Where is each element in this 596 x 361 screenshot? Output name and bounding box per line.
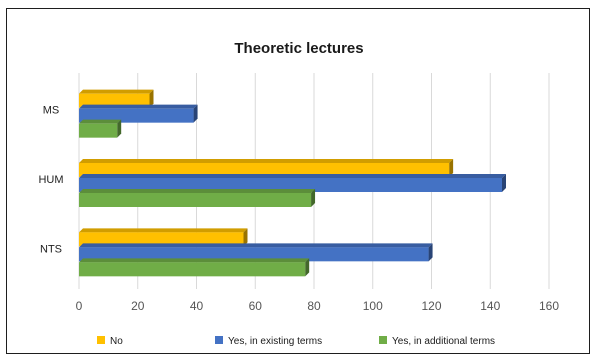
bar-nts-2 [79, 258, 310, 277]
bar-top-face [79, 258, 310, 263]
bar-side-face [502, 174, 506, 192]
bar-ms-1 [79, 104, 198, 123]
bar-side-face [449, 159, 454, 177]
legend-item-2: Yes, in additional terms [379, 336, 495, 347]
bar-side-face [149, 89, 154, 108]
bar-front-face [79, 247, 429, 262]
bar-ms-0 [79, 89, 154, 108]
bar-chart: Theoretic lectures MS HUM NTS 0 20 40 60 80 100… [38, 40, 560, 347]
legend-swatch [379, 336, 387, 344]
legend-swatch [97, 336, 105, 344]
bar-nts-0 [79, 228, 248, 247]
legend-item-1: Yes, in existing terms [215, 336, 322, 347]
bars [79, 89, 506, 277]
bar-top-face [79, 243, 433, 248]
bar-top-face [79, 189, 316, 193]
bar-nts-1 [79, 243, 433, 262]
bar-front-face [79, 108, 194, 123]
bar-hum-1 [79, 174, 506, 192]
legend-label: No [110, 336, 123, 347]
bar-hum-2 [79, 189, 316, 207]
x-tick-label: 20 [131, 299, 145, 313]
bar-hum-0 [79, 159, 454, 177]
bar-side-face [243, 228, 248, 247]
bar-front-face [79, 123, 118, 138]
legend-label: Yes, in additional terms [392, 336, 495, 347]
category-label-ms: MS [43, 105, 60, 117]
x-tick-label: 120 [421, 299, 441, 313]
x-tick-label: 60 [249, 299, 263, 313]
x-tick-label: 100 [363, 299, 383, 313]
category-label-nts: NTS [40, 243, 62, 255]
category-label-hum: HUM [38, 174, 63, 186]
bar-front-face [79, 93, 150, 108]
x-tick-label: 160 [539, 299, 559, 313]
legend-swatch [215, 336, 223, 344]
bar-top-face [79, 119, 122, 124]
bar-side-face [311, 189, 316, 207]
bar-front-face [79, 163, 450, 177]
x-tick-label: 40 [190, 299, 204, 313]
bar-front-face [79, 262, 306, 277]
category-labels: MS HUM NTS [38, 105, 63, 256]
bar-top-face [79, 104, 198, 109]
legend: No Yes, in existing terms Yes, in addition… [97, 336, 495, 347]
x-tick-labels: 0 20 40 60 80 100 120 140 160 [76, 299, 560, 313]
bar-top-face [79, 228, 248, 233]
bar-top-face [79, 174, 506, 178]
x-tick-label: 80 [307, 299, 321, 313]
legend-label: Yes, in existing terms [228, 336, 322, 347]
bar-side-face [428, 243, 433, 262]
bar-top-face [79, 159, 454, 163]
chart-frame: Theoretic lectures MS HUM NTS 0 20 40 60 80 100… [6, 8, 590, 354]
bar-ms-2 [79, 119, 122, 138]
bar-top-face [79, 89, 154, 94]
x-tick-label: 140 [480, 299, 500, 313]
chart-title: Theoretic lectures [234, 40, 363, 57]
bar-side-face [117, 119, 122, 138]
bar-front-face [79, 193, 312, 207]
bar-front-face [79, 178, 502, 192]
bar-front-face [79, 232, 244, 247]
legend-item-0: No [97, 336, 123, 347]
x-tick-label: 0 [76, 299, 83, 313]
bar-side-face [305, 258, 310, 277]
bar-side-face [193, 104, 198, 123]
